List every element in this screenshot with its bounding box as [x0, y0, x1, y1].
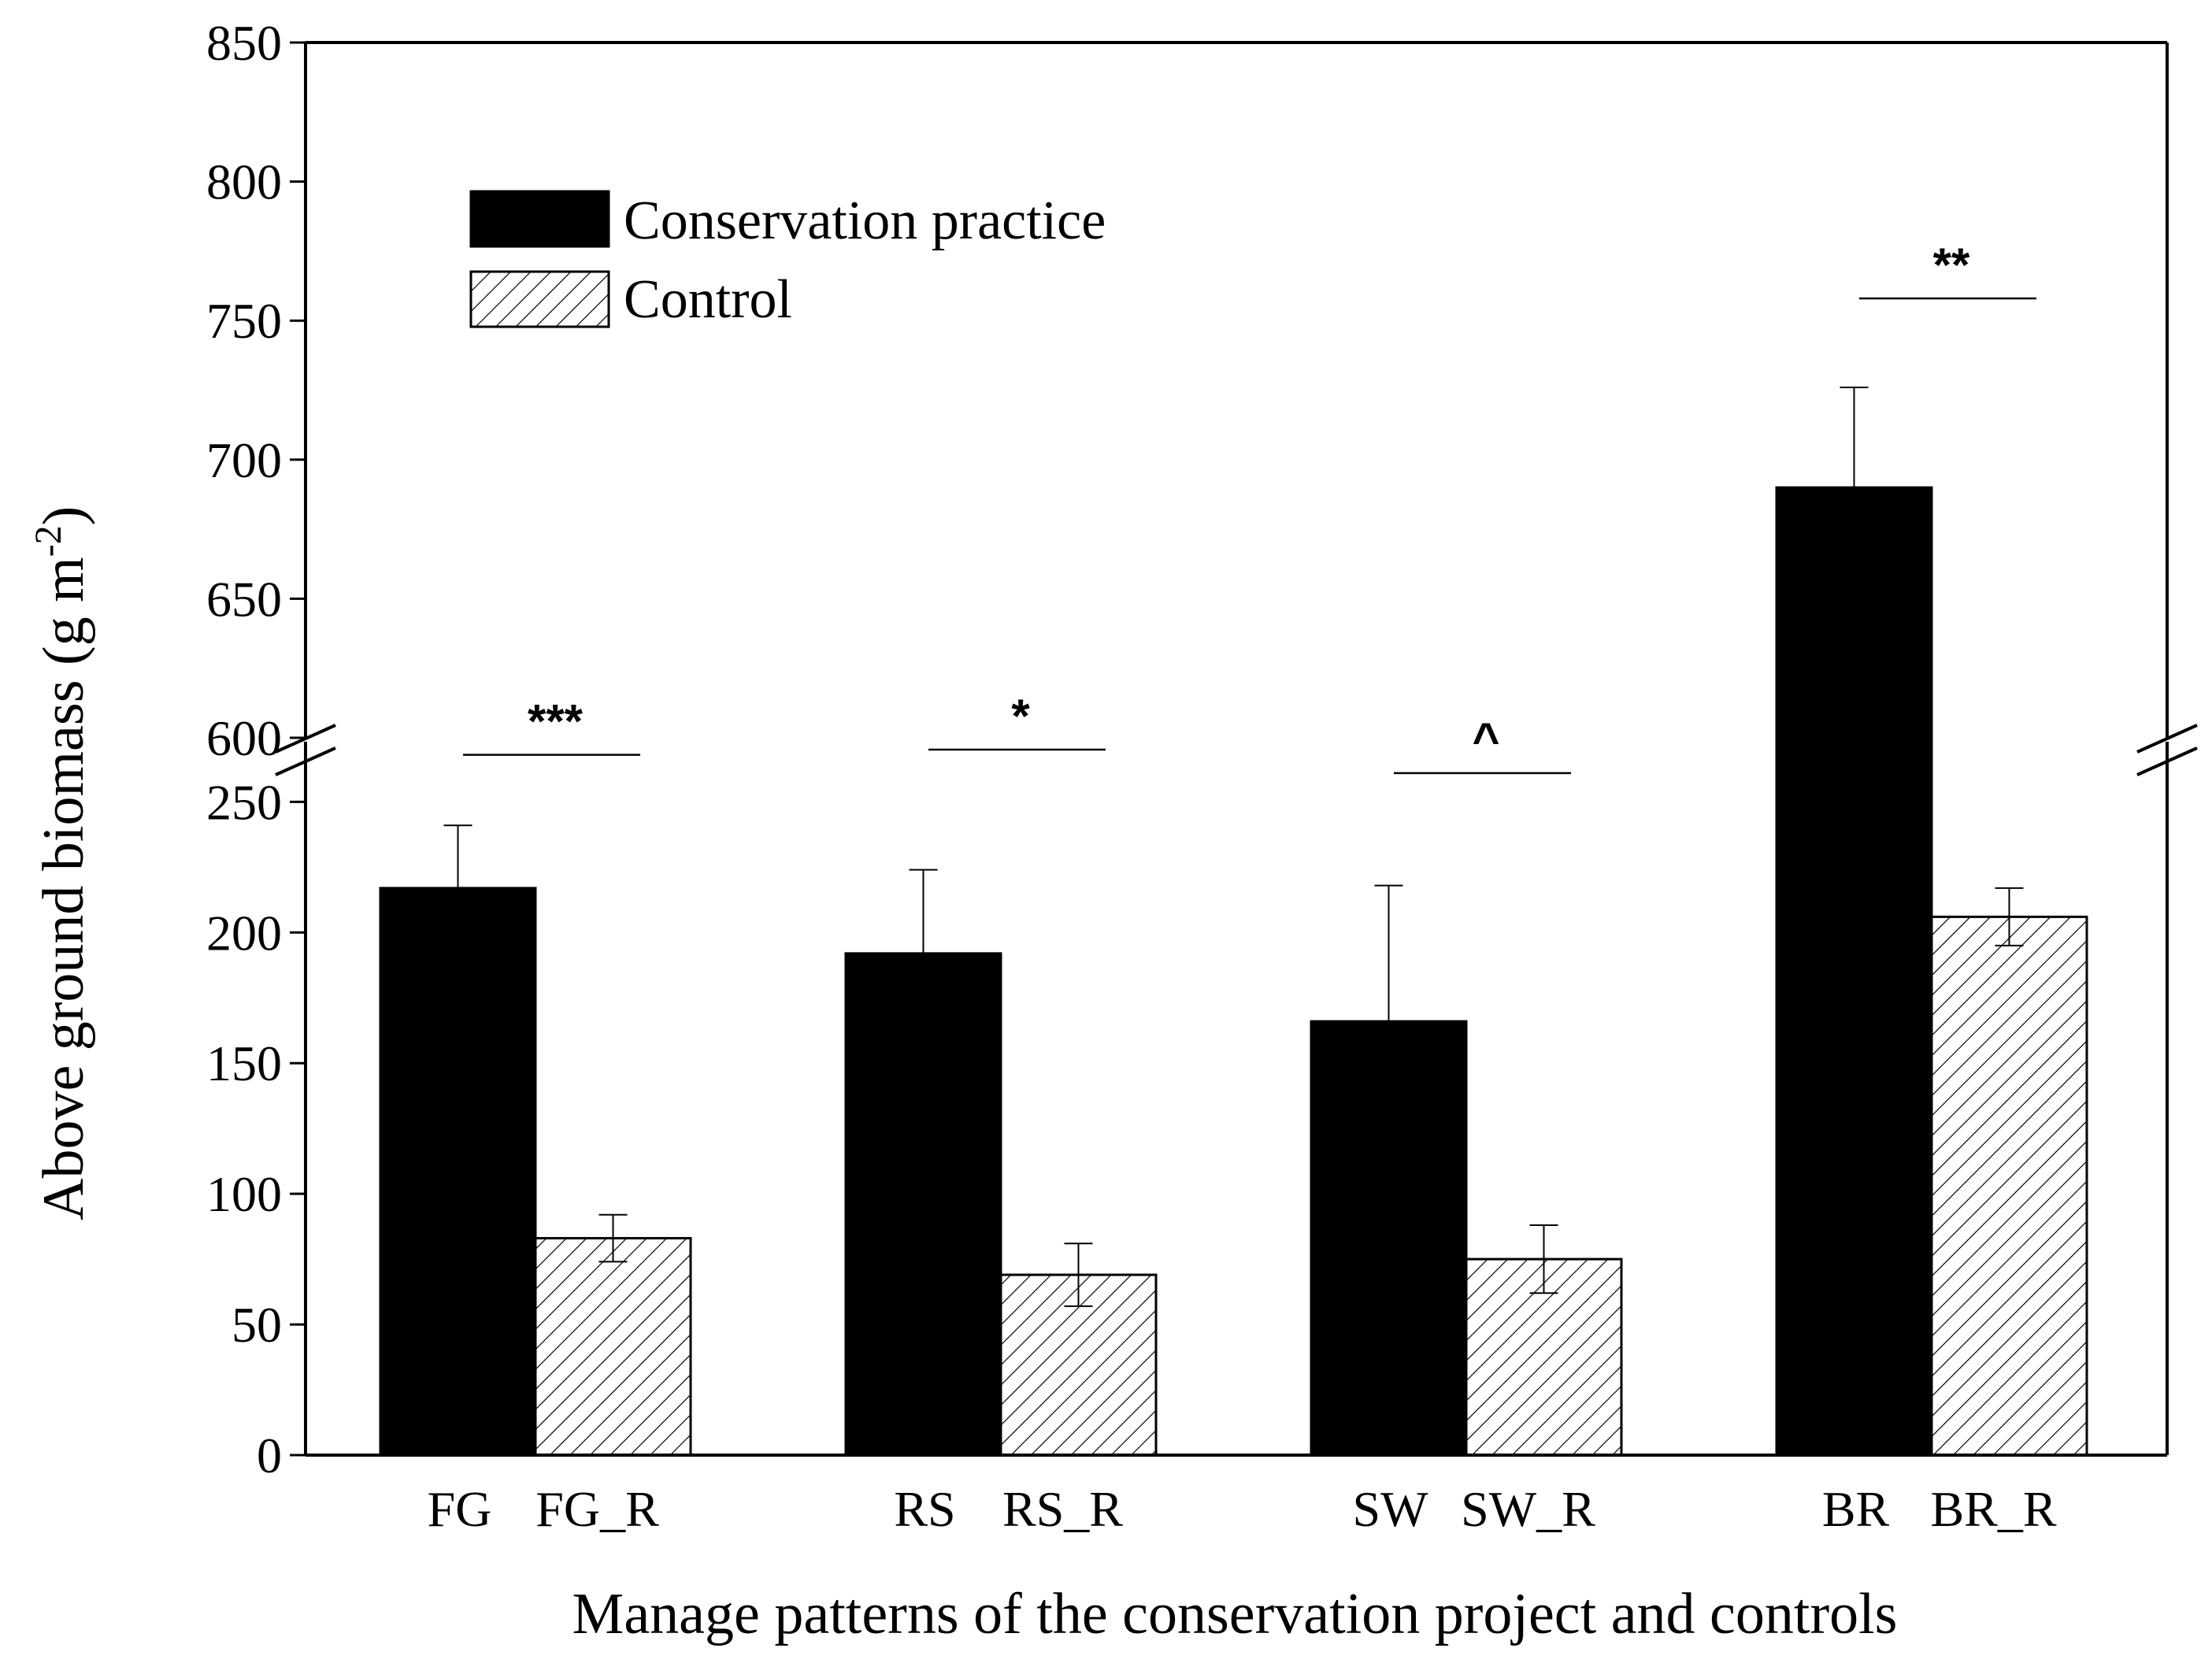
y-tick-label-700: 700 [206, 432, 282, 488]
axes-layer [275, 41, 2198, 1457]
legend-swatch-conservation [469, 190, 610, 248]
legend-label-control: Control [624, 269, 792, 330]
significance-label-rs: * [1011, 690, 1030, 743]
x-tick-label-br-r: BR_R [1930, 1481, 2056, 1537]
error-bars-layer [443, 386, 2024, 1307]
legend-swatch-control [469, 270, 610, 328]
y-axis-title-exponent: -2 [28, 525, 69, 557]
y-tick-label-100: 100 [206, 1166, 282, 1222]
y-tick-label-800: 800 [206, 154, 282, 210]
y-tick-label-650: 650 [206, 571, 282, 627]
bars-layer [379, 486, 2088, 1457]
significance-label-br: ** [1933, 239, 1970, 291]
legend-label-conservation: Conservation practice [624, 191, 1106, 251]
bar-fg-r [534, 1237, 692, 1457]
axis-break-right-upper [2136, 724, 2198, 754]
y-axis-title-close: ) [31, 506, 96, 526]
significance-label-fg: *** [528, 695, 584, 748]
axis-break-left-lower [275, 746, 336, 776]
x-tick-label-rs-r: RS_R [1002, 1481, 1123, 1537]
y-tick-label-600: 600 [206, 710, 282, 766]
bar-br-upper [1775, 486, 1933, 739]
bar-br-lower [1775, 732, 1933, 1457]
x-tick-label-sw-r: SW_R [1461, 1481, 1595, 1537]
y-axis-title-main: Above ground biomass (g m [31, 557, 96, 1220]
x-tick-label-fg: FG [428, 1481, 492, 1537]
x-tick-label-fg-r: FG_R [535, 1481, 659, 1537]
y-axis-title: Above ground biomass (g m-2) [28, 506, 96, 1220]
x-tick-label-sw: SW [1353, 1481, 1429, 1537]
x-tick-label-rs: RS [894, 1481, 955, 1537]
y-tick-label-0: 0 [257, 1428, 282, 1483]
ticks-layer: 0 50 100 150 200 250 600 650 700 750 800 850 [206, 15, 306, 1483]
significance-layer: *** * ^** [463, 239, 2036, 775]
y-tick-label-850: 850 [206, 15, 282, 71]
y-tick-label-250: 250 [206, 774, 282, 830]
y-tick-label-50: 50 [232, 1297, 282, 1353]
y-tick-label-150: 150 [206, 1035, 282, 1091]
significance-label-sw: ^ [1472, 713, 1499, 766]
bar-fg [379, 887, 537, 1457]
bar-br-r [1930, 915, 2088, 1457]
bar-sw [1310, 1020, 1468, 1457]
legend: Conservation practice Control [469, 190, 1106, 330]
axis-break-right-lower [2136, 746, 2198, 776]
x-axis-title: Manage patterns of the conservation proj… [572, 1582, 1898, 1646]
bar-rs [844, 952, 1002, 1457]
x-tick-labels: FG FG_R RS RS_R SW SW_R BR BR_R [428, 1481, 2057, 1537]
y-tick-label-750: 750 [206, 293, 282, 349]
x-tick-label-br: BR [1822, 1481, 1890, 1537]
y-tick-label-200: 200 [206, 905, 282, 961]
